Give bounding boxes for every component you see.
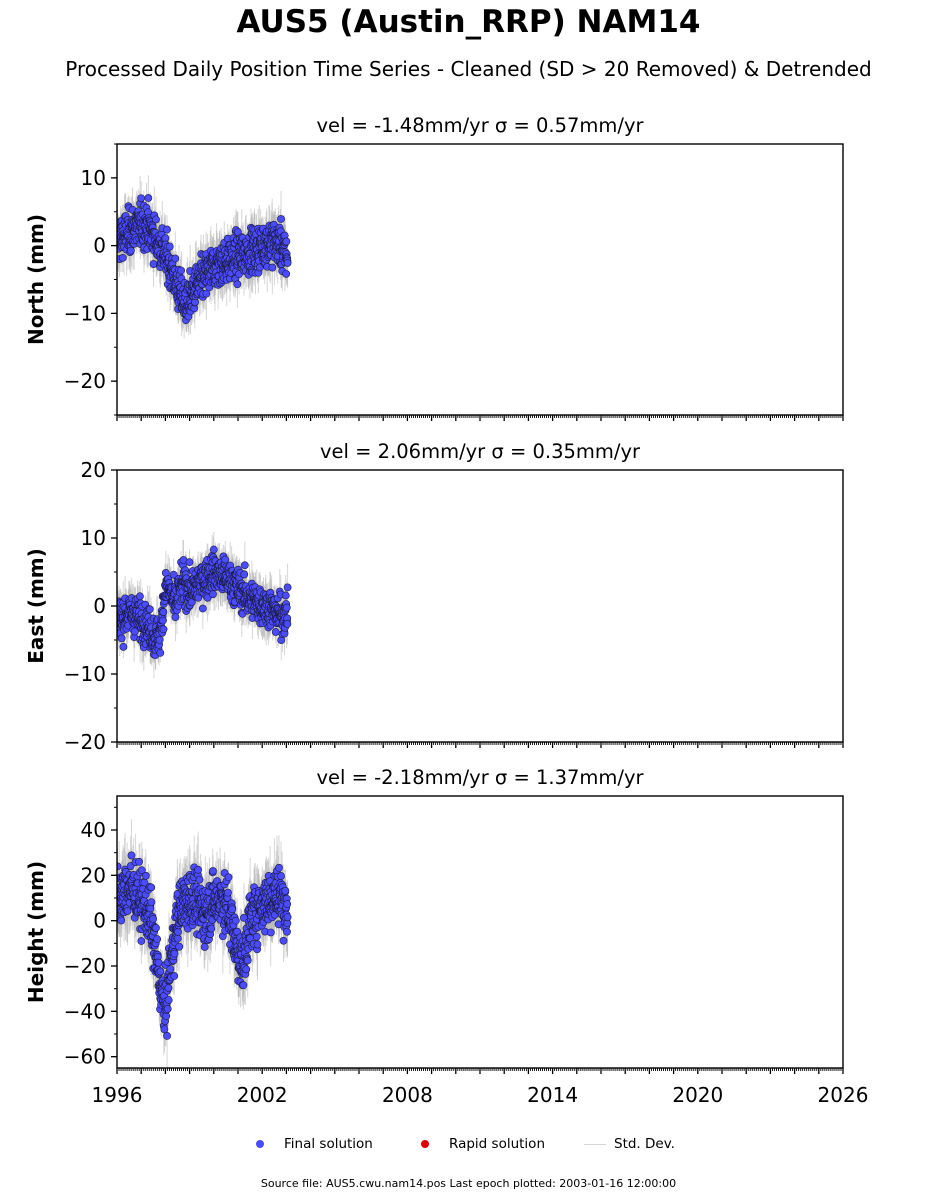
- panel-2-data-group: [117, 819, 292, 1068]
- data-point: [163, 225, 171, 234]
- data-point: [198, 604, 207, 613]
- data-point: [203, 593, 212, 602]
- panel-1-frame: [116, 469, 844, 743]
- panel-1-ylabel: East (mm): [24, 548, 48, 664]
- data-point: [159, 625, 168, 634]
- data-point: [117, 916, 126, 925]
- data-point: [209, 545, 218, 554]
- data-point: [277, 215, 285, 223]
- data-point: [268, 263, 277, 272]
- data-point: [155, 636, 164, 644]
- y-tick-label: −10: [64, 662, 106, 686]
- data-point: [126, 246, 135, 255]
- data-point: [281, 591, 290, 600]
- panel-1-data-group: [117, 531, 292, 679]
- data-point: [221, 555, 230, 564]
- data-point: [159, 608, 168, 616]
- chart-subtitle: Processed Daily Position Time Series - C…: [65, 57, 872, 81]
- data-point: [271, 628, 280, 636]
- data-point: [283, 620, 292, 628]
- data-point: [240, 561, 249, 570]
- y-tick-label: 0: [93, 234, 106, 258]
- data-point: [127, 851, 136, 860]
- data-point: [283, 583, 292, 592]
- data-point: [185, 558, 194, 567]
- y-tick-label: 10: [81, 166, 106, 190]
- panel-1-title: vel = 2.06mm/yr σ = 0.35mm/yr: [320, 440, 641, 463]
- data-point: [169, 570, 178, 579]
- data-point: [209, 590, 217, 599]
- data-point: [136, 592, 144, 601]
- data-point: [130, 627, 139, 636]
- chart-main-title: AUS5 (Austin_RRP) NAM14: [236, 4, 701, 40]
- y-tick-label: 0: [93, 594, 106, 618]
- data-point: [118, 254, 127, 262]
- panel-0-ylabel: North (mm): [24, 214, 48, 345]
- panel-2-title: vel = -2.18mm/yr σ = 1.37mm/yr: [316, 766, 644, 789]
- panel-2-ylabel: Height (mm): [24, 861, 48, 1003]
- data-point: [282, 269, 291, 278]
- data-point: [233, 280, 242, 289]
- y-tick-label: −20: [64, 369, 106, 393]
- panel-0-data-group: [117, 175, 292, 339]
- data-point: [144, 194, 153, 202]
- y-tick-label: −20: [64, 730, 106, 754]
- data-point: [123, 907, 132, 915]
- y-tick-label: 20: [81, 458, 106, 482]
- data-point: [137, 194, 146, 203]
- data-point: [282, 603, 291, 612]
- data-point: [159, 616, 167, 625]
- data-point: [283, 259, 292, 267]
- data-point: [156, 648, 165, 657]
- data-point: [119, 642, 128, 651]
- data-point: [149, 260, 158, 268]
- data-point: [152, 215, 160, 224]
- panel-0-title: vel = -1.48mm/yr σ = 0.57mm/yr: [316, 114, 644, 137]
- chart-canvas: vel = -1.48mm/yr σ = 0.57mm/yr North (mm)…: [24, 114, 868, 1107]
- data-point: [171, 613, 180, 621]
- data-point: [165, 242, 174, 251]
- data-point: [117, 634, 126, 643]
- data-point: [240, 570, 249, 579]
- data-point: [171, 254, 180, 263]
- data-point: [177, 266, 185, 275]
- data-point: [282, 237, 291, 246]
- y-tick-label: −10: [64, 301, 106, 325]
- data-point: [145, 605, 154, 614]
- y-tick-label: 10: [81, 526, 106, 550]
